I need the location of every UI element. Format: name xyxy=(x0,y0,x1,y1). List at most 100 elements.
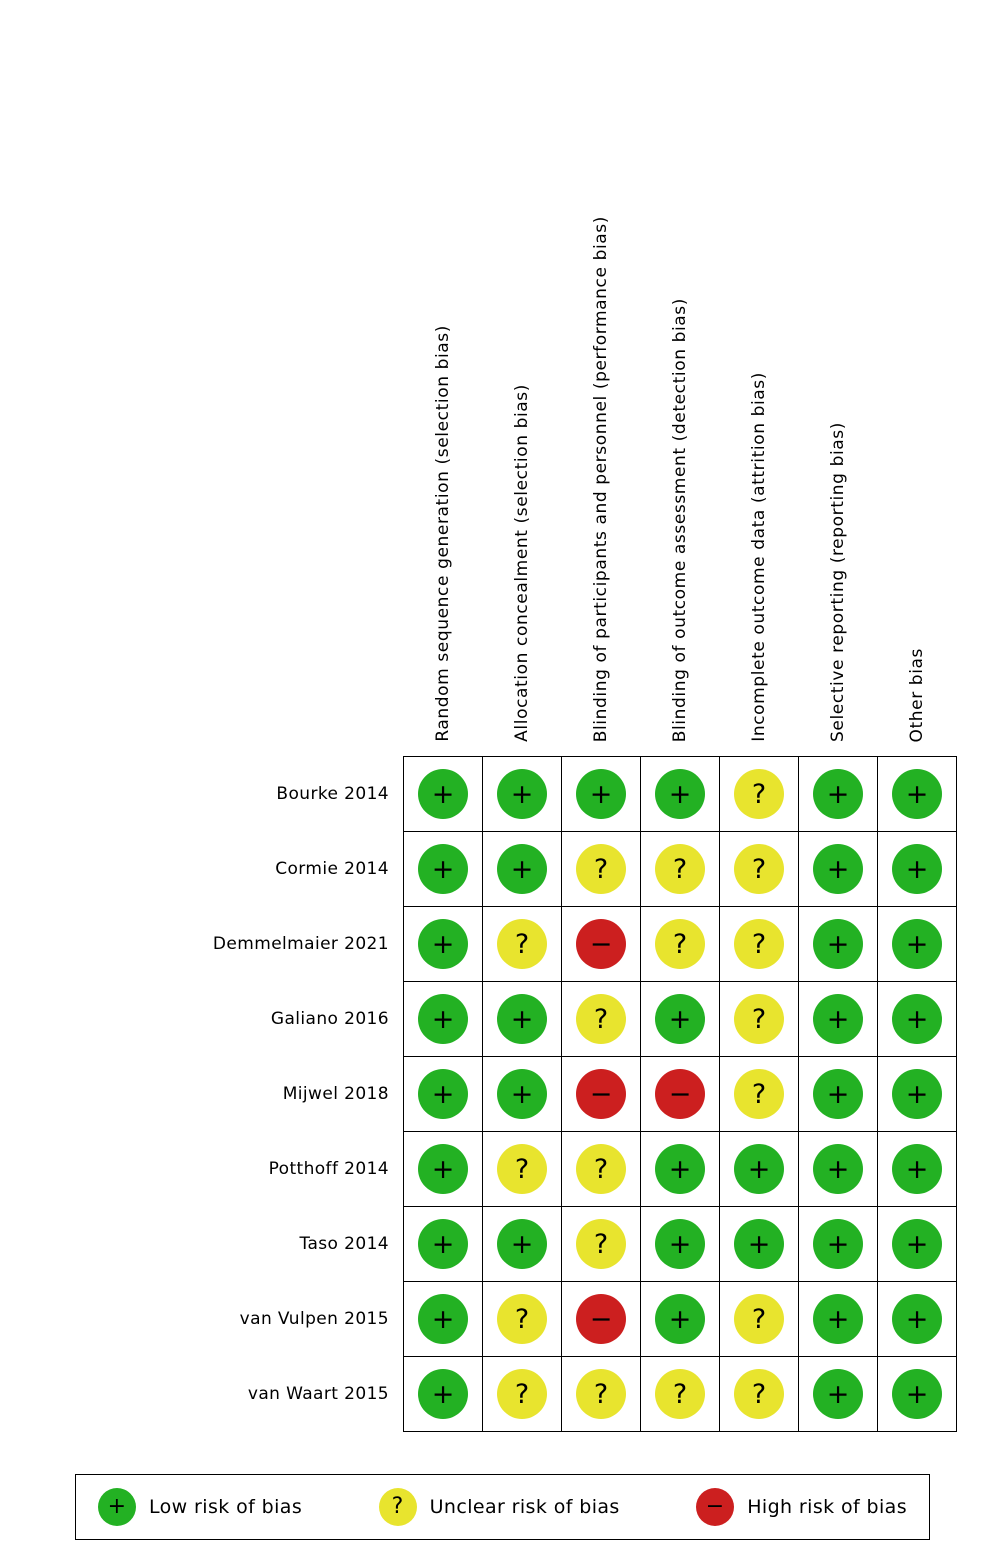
legend-label-high: High risk of bias xyxy=(747,1496,907,1518)
rating-cell: + xyxy=(798,906,878,982)
column-header-label: Blinding of participants and personnel (… xyxy=(590,215,611,742)
rating-cell: + xyxy=(877,981,957,1057)
low-risk-icon: + xyxy=(892,1069,942,1119)
rating-cell: + xyxy=(640,1131,720,1207)
rating-cell: + xyxy=(798,1281,878,1357)
low-risk-icon: + xyxy=(576,769,626,819)
rating-cell: + xyxy=(877,1131,957,1207)
rating-cell: + xyxy=(719,1206,799,1282)
rating-cell: + xyxy=(403,906,483,982)
unclear-risk-icon: ? xyxy=(734,1294,784,1344)
high-risk-icon: − xyxy=(655,1069,705,1119)
unclear-risk-icon: ? xyxy=(655,1369,705,1419)
study-label: Potthoff 2014 xyxy=(268,1159,389,1179)
column-header-4: Blinding of outcome assessment (detectio… xyxy=(641,34,720,757)
low-risk-icon: + xyxy=(813,919,863,969)
table-row: Galiano 2016 + +? +? + + xyxy=(0,981,957,1057)
unclear-risk-icon: ? xyxy=(734,769,784,819)
column-header-6: Selective reporting (reporting bias) xyxy=(799,34,878,757)
rating-cell: + xyxy=(798,831,878,907)
rating-cell: + xyxy=(482,1056,562,1132)
low-risk-icon: + xyxy=(892,769,942,819)
rating-cell: + xyxy=(403,981,483,1057)
rating-cell: + xyxy=(798,1206,878,1282)
rating-cell: ? xyxy=(640,831,720,907)
rating-cell: ? xyxy=(719,1281,799,1357)
low-risk-icon: + xyxy=(418,844,468,894)
low-risk-icon: + xyxy=(892,844,942,894)
low-risk-icon: + xyxy=(418,769,468,819)
low-risk-icon: + xyxy=(497,1219,547,1269)
rating-cell: + xyxy=(798,1356,878,1432)
study-label: Taso 2014 xyxy=(299,1234,389,1254)
column-header-label: Blinding of outcome assessment (detectio… xyxy=(669,297,690,742)
rating-cell: + xyxy=(877,1206,957,1282)
low-risk-icon: + xyxy=(98,1488,136,1526)
rating-cell: + xyxy=(877,1056,957,1132)
table-row: Cormie 2014 + +??? + + xyxy=(0,831,957,907)
low-risk-icon: + xyxy=(813,844,863,894)
rating-cell: ? xyxy=(719,1056,799,1132)
low-risk-icon: + xyxy=(418,919,468,969)
rating-cell: ? xyxy=(482,1356,562,1432)
rating-cell: + xyxy=(561,756,641,832)
table-row: Potthoff 2014 +?? + + + + xyxy=(0,1131,957,1207)
unclear-risk-icon: ? xyxy=(734,844,784,894)
study-rows: Bourke 2014 + + + +? + + Cormie 2014 + +??? + + Demm… xyxy=(0,756,957,1432)
table-row: Taso 2014 + +? + + + + xyxy=(0,1206,957,1282)
rating-cell: + xyxy=(640,1206,720,1282)
low-risk-icon: + xyxy=(734,1219,784,1269)
column-header-label: Incomplete outcome data (attrition bias) xyxy=(748,372,769,742)
low-risk-icon: + xyxy=(813,769,863,819)
low-risk-icon: + xyxy=(813,1069,863,1119)
high-risk-icon: − xyxy=(576,919,626,969)
low-risk-icon: + xyxy=(497,844,547,894)
table-row: Bourke 2014 + + + +? + + xyxy=(0,756,957,832)
rating-cell: + xyxy=(482,831,562,907)
unclear-risk-icon: ? xyxy=(378,1488,417,1526)
rating-cell: ? xyxy=(482,1281,562,1357)
rating-cell: + xyxy=(403,1356,483,1432)
rating-cell: ? xyxy=(719,906,799,982)
legend-label-unclear: Unclear risk of bias xyxy=(429,1496,620,1518)
unclear-risk-icon: ? xyxy=(497,919,547,969)
low-risk-icon: + xyxy=(813,994,863,1044)
low-risk-icon: + xyxy=(813,1294,863,1344)
study-label: Mijwel 2018 xyxy=(282,1084,389,1104)
low-risk-icon: + xyxy=(892,994,942,1044)
rating-cell: ? xyxy=(640,906,720,982)
low-risk-icon: + xyxy=(655,1294,705,1344)
rating-cell: + xyxy=(403,1131,483,1207)
rating-cell: + xyxy=(482,981,562,1057)
unclear-risk-icon: ? xyxy=(576,1369,626,1419)
rating-cell: ? xyxy=(719,756,799,832)
low-risk-icon: + xyxy=(418,1069,468,1119)
low-risk-icon: + xyxy=(655,1219,705,1269)
column-header-2: Allocation concealment (selection bias) xyxy=(483,34,562,757)
low-risk-icon: + xyxy=(892,1144,942,1194)
low-risk-icon: + xyxy=(655,994,705,1044)
rating-cell: + xyxy=(798,756,878,832)
unclear-risk-icon: ? xyxy=(576,1219,626,1269)
column-header-7: Other bias xyxy=(878,34,957,757)
rating-cell: + xyxy=(482,756,562,832)
study-label: van Vulpen 2015 xyxy=(239,1309,389,1329)
rating-cell: + xyxy=(798,1056,878,1132)
rating-cell: ? xyxy=(719,831,799,907)
low-risk-icon: + xyxy=(497,769,547,819)
column-header-label: Random sequence generation (selection bi… xyxy=(432,325,453,742)
unclear-risk-icon: ? xyxy=(655,844,705,894)
unclear-risk-icon: ? xyxy=(576,1144,626,1194)
table-row: van Waart 2015 +???? + + xyxy=(0,1356,957,1432)
low-risk-icon: + xyxy=(813,1144,863,1194)
risk-of-bias-grid: Random sequence generation (selection bi… xyxy=(0,34,957,1432)
column-header-1: Random sequence generation (selection bi… xyxy=(404,34,483,757)
study-label: van Waart 2015 xyxy=(247,1384,389,1404)
rating-cell: ? xyxy=(561,1131,641,1207)
low-risk-icon: + xyxy=(734,1144,784,1194)
rating-cell: − xyxy=(640,1056,720,1132)
low-risk-icon: + xyxy=(418,1219,468,1269)
legend-label-low: Low risk of bias xyxy=(149,1496,303,1518)
rating-cell: − xyxy=(561,1281,641,1357)
